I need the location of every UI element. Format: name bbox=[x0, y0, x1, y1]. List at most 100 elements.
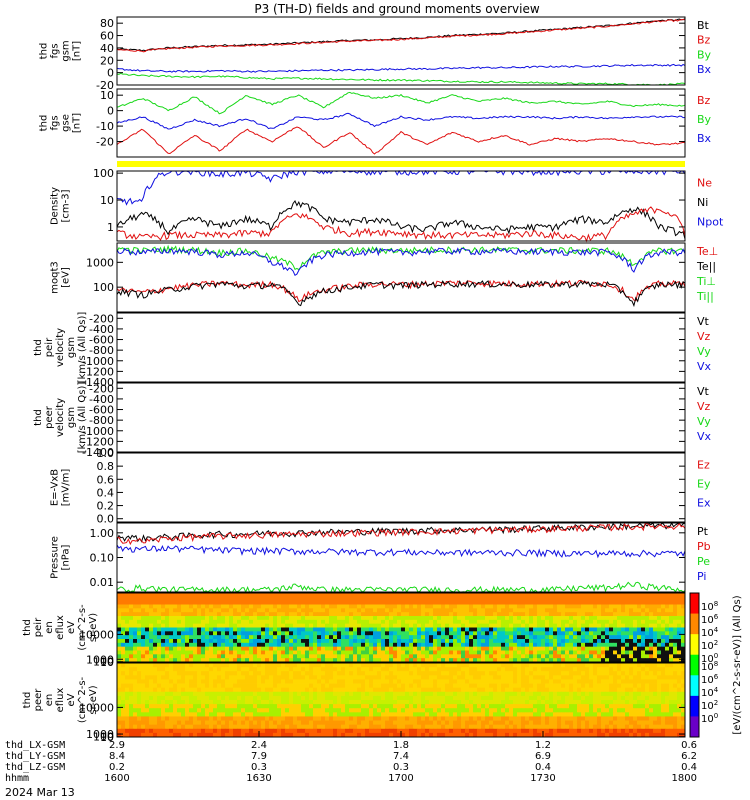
panel-temperature: 100 1000 moqt3 [eV] Te⊥ Te|| Ti⊥ Ti|| bbox=[50, 242, 718, 313]
ylabel-peir-velocity: peir bbox=[44, 337, 55, 357]
xaxis-value: 1600 bbox=[104, 773, 129, 784]
ylabel-peer-eflux: eflux bbox=[55, 688, 66, 713]
ytick-label-peir-velocity: -200 bbox=[89, 312, 114, 325]
panel-fgs-gse: -20 -10 0 10 thd fgs gse [nT] Bz By Bx bbox=[39, 88, 712, 158]
legend-pressure-2: Pe bbox=[697, 555, 710, 568]
frame-peir-velocity bbox=[116, 312, 686, 383]
legend-fgs-gsm-0: Bt bbox=[697, 19, 710, 32]
ytick-label-peer-velocity: -200 bbox=[89, 382, 114, 395]
ytick-label-peir-velocity: -1400 bbox=[82, 376, 114, 389]
ylabel-fgs-gsm: thd bbox=[39, 43, 50, 60]
ylabel-peir-eflux: eflux bbox=[55, 615, 66, 640]
colorbar-tick-peer: 102 bbox=[701, 699, 718, 712]
colorbar-tick-peir: 108 bbox=[701, 600, 718, 613]
ytick-label-peer-velocity: -800 bbox=[89, 414, 114, 427]
ylabel-temperature: moqt3 bbox=[50, 261, 61, 294]
legend-efield-0: Ez bbox=[697, 458, 710, 471]
ylabel-efield: [mV/m] bbox=[61, 469, 72, 507]
ytick-label-peer-velocity: -1400 bbox=[82, 446, 114, 459]
colorbar-label: [eV/(cm^2-s-sr-eV)] (All Qs) bbox=[732, 595, 743, 734]
ylabel-efield: E=-VxB bbox=[50, 469, 61, 506]
ylabel-peer-velocity: thd bbox=[33, 409, 44, 426]
ytick-label-density: 10 bbox=[100, 194, 114, 207]
ylabel-peir-eflux: eV bbox=[66, 621, 77, 634]
ytick-label-peir-velocity: -400 bbox=[89, 323, 114, 336]
ytick-label-peir-eflux: 10000 bbox=[79, 628, 114, 641]
ytick-label-peir-eflux: 10 bbox=[100, 656, 114, 669]
ylabel-fgs-gsm: gsm bbox=[61, 40, 72, 61]
ylabel-peir-velocity: gsm bbox=[66, 337, 77, 358]
legend-pressure-3: Pi bbox=[697, 570, 706, 583]
ytick-label-peer-velocity: -1000 bbox=[82, 425, 114, 438]
x-axis-labels: thd_LX-GSM 2.9 2.4 1.8 1.2 0.6 thd_LY-GSM 8.4 7.… bbox=[5, 731, 697, 784]
xaxis-value: 6.2 bbox=[681, 751, 697, 762]
ylabel-peer-velocity: gsm bbox=[66, 407, 77, 428]
frame-fgs-gse bbox=[116, 88, 686, 158]
colorbar-tick-peir: 102 bbox=[701, 639, 718, 652]
xaxis-value: 0.3 bbox=[251, 762, 267, 773]
ylabel-peir-eflux: peir bbox=[33, 617, 44, 637]
colorbar-band bbox=[690, 695, 699, 717]
ylabel-peer-eflux: thd bbox=[22, 692, 33, 709]
ylabel-fgs-gse: fgs bbox=[50, 115, 61, 130]
ylabel-peir-eflux: thd bbox=[22, 619, 33, 636]
xaxis-value: 1.8 bbox=[393, 740, 409, 751]
ylabel-peer-velocity: velocity bbox=[55, 398, 66, 437]
frame-fgs-gsm bbox=[116, 16, 686, 86]
frame-efield bbox=[116, 452, 686, 523]
ylabel-peer-velocity: [km/s (All Qs)] bbox=[77, 382, 88, 454]
ylabel-peir-velocity: [km/s (All Qs)] bbox=[77, 312, 88, 384]
series-pressure-Pi bbox=[116, 544, 686, 559]
ytick-label-efield: 0.8 bbox=[97, 460, 115, 473]
legend-temperature-0: Te⊥ bbox=[696, 245, 718, 258]
ylabel-pressure: Pressure bbox=[50, 536, 61, 579]
xaxis-row-label: hhmm bbox=[5, 773, 29, 784]
series-fgs-gse-Bx bbox=[116, 126, 686, 155]
ylabel-peir-eflux: sr-eV) bbox=[88, 613, 99, 642]
data-quality-bar bbox=[117, 161, 685, 167]
xaxis-value: 6.9 bbox=[535, 751, 551, 762]
xaxis-value: 1.2 bbox=[535, 740, 551, 751]
ylabel-fgs-gse: gse bbox=[61, 114, 72, 132]
ytick-label-peir-velocity: -1200 bbox=[82, 365, 114, 378]
ytick-label-peir-eflux: 1000 bbox=[86, 653, 114, 666]
legend-temperature-3: Ti|| bbox=[696, 290, 714, 303]
legend-pressure-1: Pb bbox=[697, 540, 711, 553]
ytick-label-temperature: 1000 bbox=[86, 256, 114, 269]
colorbar-frame bbox=[689, 592, 700, 738]
colorbar-band bbox=[690, 675, 699, 697]
colorbar-band bbox=[690, 654, 699, 676]
ylabel-peer-eflux: peer bbox=[33, 688, 44, 712]
ylabel-peir-eflux: en bbox=[44, 621, 55, 634]
ylabel-peer-velocity: peer bbox=[44, 405, 55, 429]
ytick-label-peir-velocity: -600 bbox=[89, 334, 114, 347]
ytick-label-pressure: 1.00 bbox=[90, 527, 115, 540]
ytick-label-peir-velocity: -800 bbox=[89, 344, 114, 357]
panel-peer-velocity: -1400-1200-1000-800-600-400-200 thd peer ve… bbox=[33, 382, 712, 459]
series-pressure-Pb bbox=[116, 522, 686, 546]
ylabel-density: Density bbox=[50, 187, 61, 225]
series-fgs-gsm-By bbox=[116, 72, 686, 86]
legend-peir-velocity-0: Vt bbox=[697, 315, 710, 328]
xaxis-value: 8.4 bbox=[109, 751, 125, 762]
ytick-label-efield: 0.2 bbox=[97, 500, 115, 513]
xaxis-value: 7.4 bbox=[393, 751, 409, 762]
colorbar-tick-peir: 106 bbox=[701, 613, 719, 626]
legend-fgs-gsm-3: Bx bbox=[697, 63, 712, 76]
ytick-label-pressure: 0.01 bbox=[90, 576, 115, 589]
colorbar-tick-peer: 100 bbox=[701, 712, 718, 725]
ytick-label-density: 1 bbox=[107, 221, 114, 234]
legend-fgs-gsm-1: Bz bbox=[697, 34, 711, 47]
legend-fgs-gse-1: By bbox=[697, 113, 712, 126]
ytick-label-fgs-gse: 0 bbox=[107, 105, 114, 118]
xaxis-row-label: thd_LY-GSM bbox=[5, 751, 65, 762]
xaxis-value: 1800 bbox=[672, 773, 697, 784]
series-fgs-gse-Bz bbox=[116, 91, 686, 115]
ytick-label-peir-velocity: -1000 bbox=[82, 355, 114, 368]
ylabel-density: [cm-3] bbox=[61, 189, 72, 222]
legend-peer-velocity-0: Vt bbox=[697, 385, 710, 398]
